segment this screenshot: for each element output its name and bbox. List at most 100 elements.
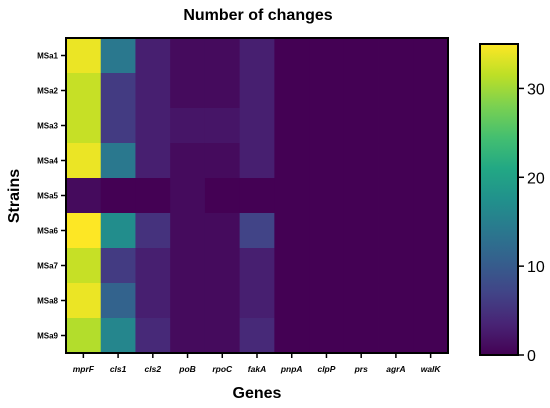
heatmap-cell-MSa9-cls2 <box>135 318 171 354</box>
y-tick-label: MSa9 <box>37 332 58 341</box>
x-tick-label: poB <box>178 364 196 374</box>
heatmap-cell-MSa3-prs <box>343 108 379 144</box>
x-tick-label: cls1 <box>110 364 127 374</box>
heatmap-cell-MSa8-walK <box>413 283 449 319</box>
heatmap-cell-MSa1-fakA <box>239 38 275 74</box>
heatmap-cell-MSa4-prs <box>343 143 379 179</box>
colorbar-tick-label: 0 <box>527 348 536 365</box>
heatmap-cell-MSa1-cls1 <box>100 38 136 74</box>
heatmap-cell-MSa9-prs <box>343 318 379 354</box>
heatmap-cell-MSa6-fakA <box>239 213 275 249</box>
heatmap-cell-MSa2-rpoC <box>204 73 241 109</box>
x-tick-label: mprF <box>73 364 95 374</box>
heatmap-cell-MSa6-walK <box>413 213 449 249</box>
heatmap-cell-MSa6-agrA <box>378 213 414 249</box>
x-tick-label: pnpA <box>280 364 303 374</box>
heatmap-cell-MSa8-clpP <box>309 283 345 319</box>
heatmap-cell-MSa4-rpoC <box>204 143 241 179</box>
heatmap-cell-MSa3-rpoC <box>204 108 241 144</box>
heatmap-cell-MSa4-walK <box>413 143 449 179</box>
heatmap-cell-MSa7-agrA <box>378 248 414 284</box>
colorbar-tick-label: 20 <box>527 170 545 187</box>
heatmap-cell-MSa1-clpP <box>309 38 345 74</box>
heatmap-cell-MSa3-cls2 <box>135 108 171 144</box>
heatmap-cell-MSa5-agrA <box>378 178 414 214</box>
heatmap-cell-MSa6-poB <box>170 213 206 249</box>
heatmap-cell-MSa8-mprF <box>66 283 102 319</box>
y-tick-labels: MSa1 MSa2 MSa3 MSa4 MSa5 MSa6 MSa7 MSa8 MSa9 <box>37 52 66 341</box>
x-tick-label: clpP <box>317 364 335 374</box>
x-tick-label: agrA <box>386 364 405 374</box>
heatmap-cell-MSa2-mprF <box>66 73 102 109</box>
heatmap-cell-MSa1-prs <box>343 38 379 74</box>
heatmap-cell-MSa7-walK <box>413 248 449 284</box>
heatmap-cell-MSa1-poB <box>170 38 206 74</box>
heatmap-cell-MSa5-walK <box>413 178 449 214</box>
x-tick-label: fakA <box>248 364 266 374</box>
heatmap-cell-MSa6-cls1 <box>100 213 136 249</box>
heatmap-cell-MSa2-cls2 <box>135 73 171 109</box>
heatmap-cell-MSa1-walK <box>413 38 449 74</box>
y-tick-label: MSa1 <box>37 52 58 61</box>
colorbar-tick-label: 30 <box>527 81 545 98</box>
heatmap-cell-MSa9-poB <box>170 318 206 354</box>
heatmap-cell-MSa3-pnpA <box>274 108 310 144</box>
heatmap-cell-MSa2-walK <box>413 73 449 109</box>
chart-title: Number of changes <box>183 7 332 24</box>
heatmap-cell-MSa4-cls1 <box>100 143 136 179</box>
heatmap-cell-MSa5-clpP <box>309 178 345 214</box>
heatmap-cell-MSa8-prs <box>343 283 379 319</box>
heatmap-cell-MSa8-cls2 <box>135 283 171 319</box>
heatmap-cell-MSa9-fakA <box>239 318 275 354</box>
heatmap-cell-MSa5-poB <box>170 178 206 214</box>
heatmap-cell-MSa7-pnpA <box>274 248 310 284</box>
y-tick-label: MSa6 <box>37 227 58 236</box>
heatmap-cell-MSa5-fakA <box>239 178 275 214</box>
heatmap-cell-MSa2-prs <box>343 73 379 109</box>
heatmap-cell-MSa2-pnpA <box>274 73 310 109</box>
heatmap-cell-MSa7-mprF <box>66 248 102 284</box>
heatmap-cell-MSa6-cls2 <box>135 213 171 249</box>
heatmap-cell-MSa7-cls2 <box>135 248 171 284</box>
x-tick-label: walK <box>421 364 442 374</box>
heatmap-cell-MSa5-rpoC <box>204 178 241 214</box>
heatmap-cell-MSa8-pnpA <box>274 283 310 319</box>
heatmap-cell-MSa9-agrA <box>378 318 414 354</box>
y-tick-label: MSa8 <box>37 297 58 306</box>
x-tick-labels: mprF cls1 cls2 poB rpoC fakA pnpA clpP prs agrA wa… <box>73 353 442 374</box>
heatmap-cell-MSa8-poB <box>170 283 206 319</box>
y-tick-label: MSa7 <box>37 262 58 271</box>
heatmap-cell-MSa7-rpoC <box>204 248 241 284</box>
y-tick-label: MSa5 <box>37 192 58 201</box>
heatmap-cell-MSa3-fakA <box>239 108 275 144</box>
heatmap-cell-MSa7-clpP <box>309 248 345 284</box>
x-tick-label: rpoC <box>212 364 233 374</box>
heatmap-cell-MSa8-rpoC <box>204 283 241 319</box>
heatmap-cell-MSa3-agrA <box>378 108 414 144</box>
heatmap-cell-MSa6-clpP <box>309 213 345 249</box>
heatmap-cell-MSa4-cls2 <box>135 143 171 179</box>
heatmap-cell-MSa6-prs <box>343 213 379 249</box>
heatmap-cell-MSa9-pnpA <box>274 318 310 354</box>
heatmap-cell-MSa1-mprF <box>66 38 102 74</box>
heatmap-cell-MSa6-pnpA <box>274 213 310 249</box>
heatmap-cell-MSa5-prs <box>343 178 379 214</box>
heatmap-cell-MSa5-mprF <box>66 178 102 214</box>
heatmap-cell-MSa9-mprF <box>66 318 102 354</box>
heatmap-cell-MSa6-mprF <box>66 213 102 249</box>
heatmap-cell-MSa3-walK <box>413 108 449 144</box>
colorbar-tick-label: 10 <box>527 259 545 276</box>
x-tick-label: cls2 <box>145 364 162 374</box>
colorbar <box>479 43 519 356</box>
heatmap-cell-MSa4-pnpA <box>274 143 310 179</box>
y-tick-label: MSa2 <box>37 87 58 96</box>
heatmap-cell-MSa9-walK <box>413 318 449 354</box>
heatmap-cell-MSa3-clpP <box>309 108 345 144</box>
heatmap-cell-MSa2-poB <box>170 73 206 109</box>
heatmap-cell-MSa8-agrA <box>378 283 414 319</box>
heatmap-cell-MSa4-poB <box>170 143 206 179</box>
heatmap-cell-MSa3-poB <box>170 108 206 144</box>
heatmap-cell-MSa5-cls1 <box>100 178 136 214</box>
heatmap-cell-MSa4-fakA <box>239 143 275 179</box>
